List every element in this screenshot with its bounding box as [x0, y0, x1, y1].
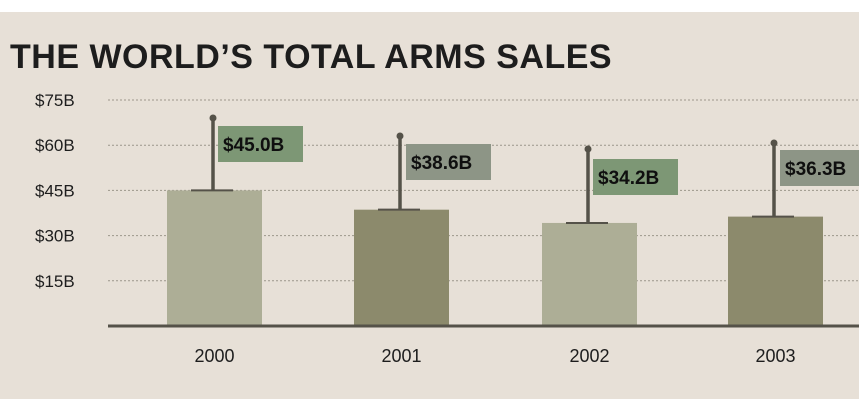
- value-label: $45.0B: [223, 135, 284, 156]
- y-tick-label: $30B: [35, 227, 75, 246]
- value-label-box: [780, 150, 859, 186]
- value-label: $38.6B: [411, 153, 472, 174]
- error-bar-tip: [396, 132, 404, 140]
- bar: [354, 209, 449, 326]
- bar: [728, 216, 823, 326]
- y-tick-label: $60B: [35, 136, 75, 155]
- value-label: $36.3B: [785, 159, 846, 180]
- value-label-box: [218, 126, 303, 162]
- value-label-box: [406, 144, 491, 180]
- y-tick-label: $75B: [35, 91, 75, 110]
- value-label: $34.2B: [598, 168, 659, 189]
- value-label-box: [593, 159, 678, 195]
- error-bar-tip: [770, 139, 778, 147]
- x-tick-label: 2003: [755, 346, 795, 366]
- bar: [167, 190, 262, 326]
- error-bar-tip: [584, 145, 592, 153]
- error-bar-tip: [209, 114, 217, 122]
- y-tick-label: $15B: [35, 272, 75, 291]
- x-tick-label: 2000: [194, 346, 234, 366]
- x-tick-label: 2002: [569, 346, 609, 366]
- y-tick-label: $45B: [35, 181, 75, 200]
- bar: [542, 222, 637, 326]
- x-tick-label: 2001: [381, 346, 421, 366]
- chart-background: [0, 12, 859, 399]
- chart-title: THE WORLD’S TOTAL ARMS SALES: [10, 38, 612, 76]
